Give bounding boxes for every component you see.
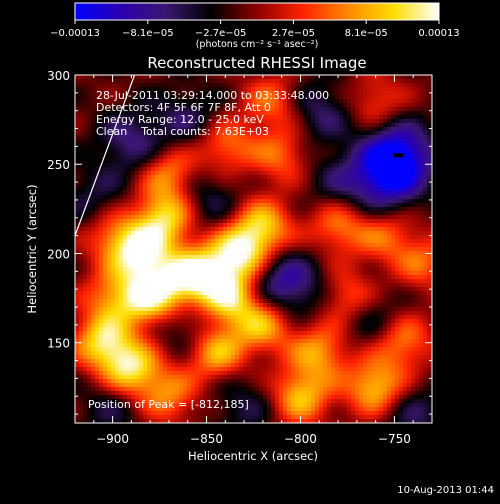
peak-position-text: Position of Peak = [-812,185]: [88, 399, 249, 411]
x-tick-label: −800: [284, 432, 317, 446]
chart-title: Reconstructed RHESSI Image: [147, 54, 366, 72]
y-tick-label: 200: [47, 247, 70, 261]
x-tick-label: −750: [378, 432, 411, 446]
colorbar-unit-label: (photons cm⁻² s⁻¹ asec⁻²): [196, 39, 319, 50]
colorbar-gradient: [75, 3, 439, 20]
x-tick-label: −850: [190, 432, 223, 446]
method-counts-text: Clean Total counts: 7.63E+03: [96, 126, 269, 138]
colorbar-tick-label: 0.00013: [418, 28, 459, 39]
colorbar-tick-label: −0.00013: [50, 28, 100, 39]
x-axis-label: Heliocentric X (arcsec): [188, 449, 318, 463]
y-axis-label: Heliocentric Y (arcsec): [25, 184, 39, 313]
colorbar-tick-label: −2.7e−05: [195, 28, 247, 39]
peak-marker: [393, 153, 403, 157]
y-tick-label: 150: [47, 337, 70, 351]
y-tick-label: 250: [47, 158, 70, 172]
x-tick-label: −900: [96, 432, 129, 446]
colorbar-tick-label: −8.1e−05: [122, 28, 174, 39]
colorbar-tick-label: 8.1e−05: [345, 28, 388, 39]
colorbar-ticks: −0.00013 −8.1e−05 −2.7e−05 2.7e−05 8.1e−05 0.…: [50, 20, 460, 39]
footer-date: 10-Aug-2013 01:44: [397, 485, 494, 496]
colorbar-tick-label: 2.7e−05: [272, 28, 315, 39]
y-tick-label: 300: [47, 69, 70, 83]
colorbar: −0.00013 −8.1e−05 −2.7e−05 2.7e−05 8.1e−05 0.…: [50, 3, 460, 50]
